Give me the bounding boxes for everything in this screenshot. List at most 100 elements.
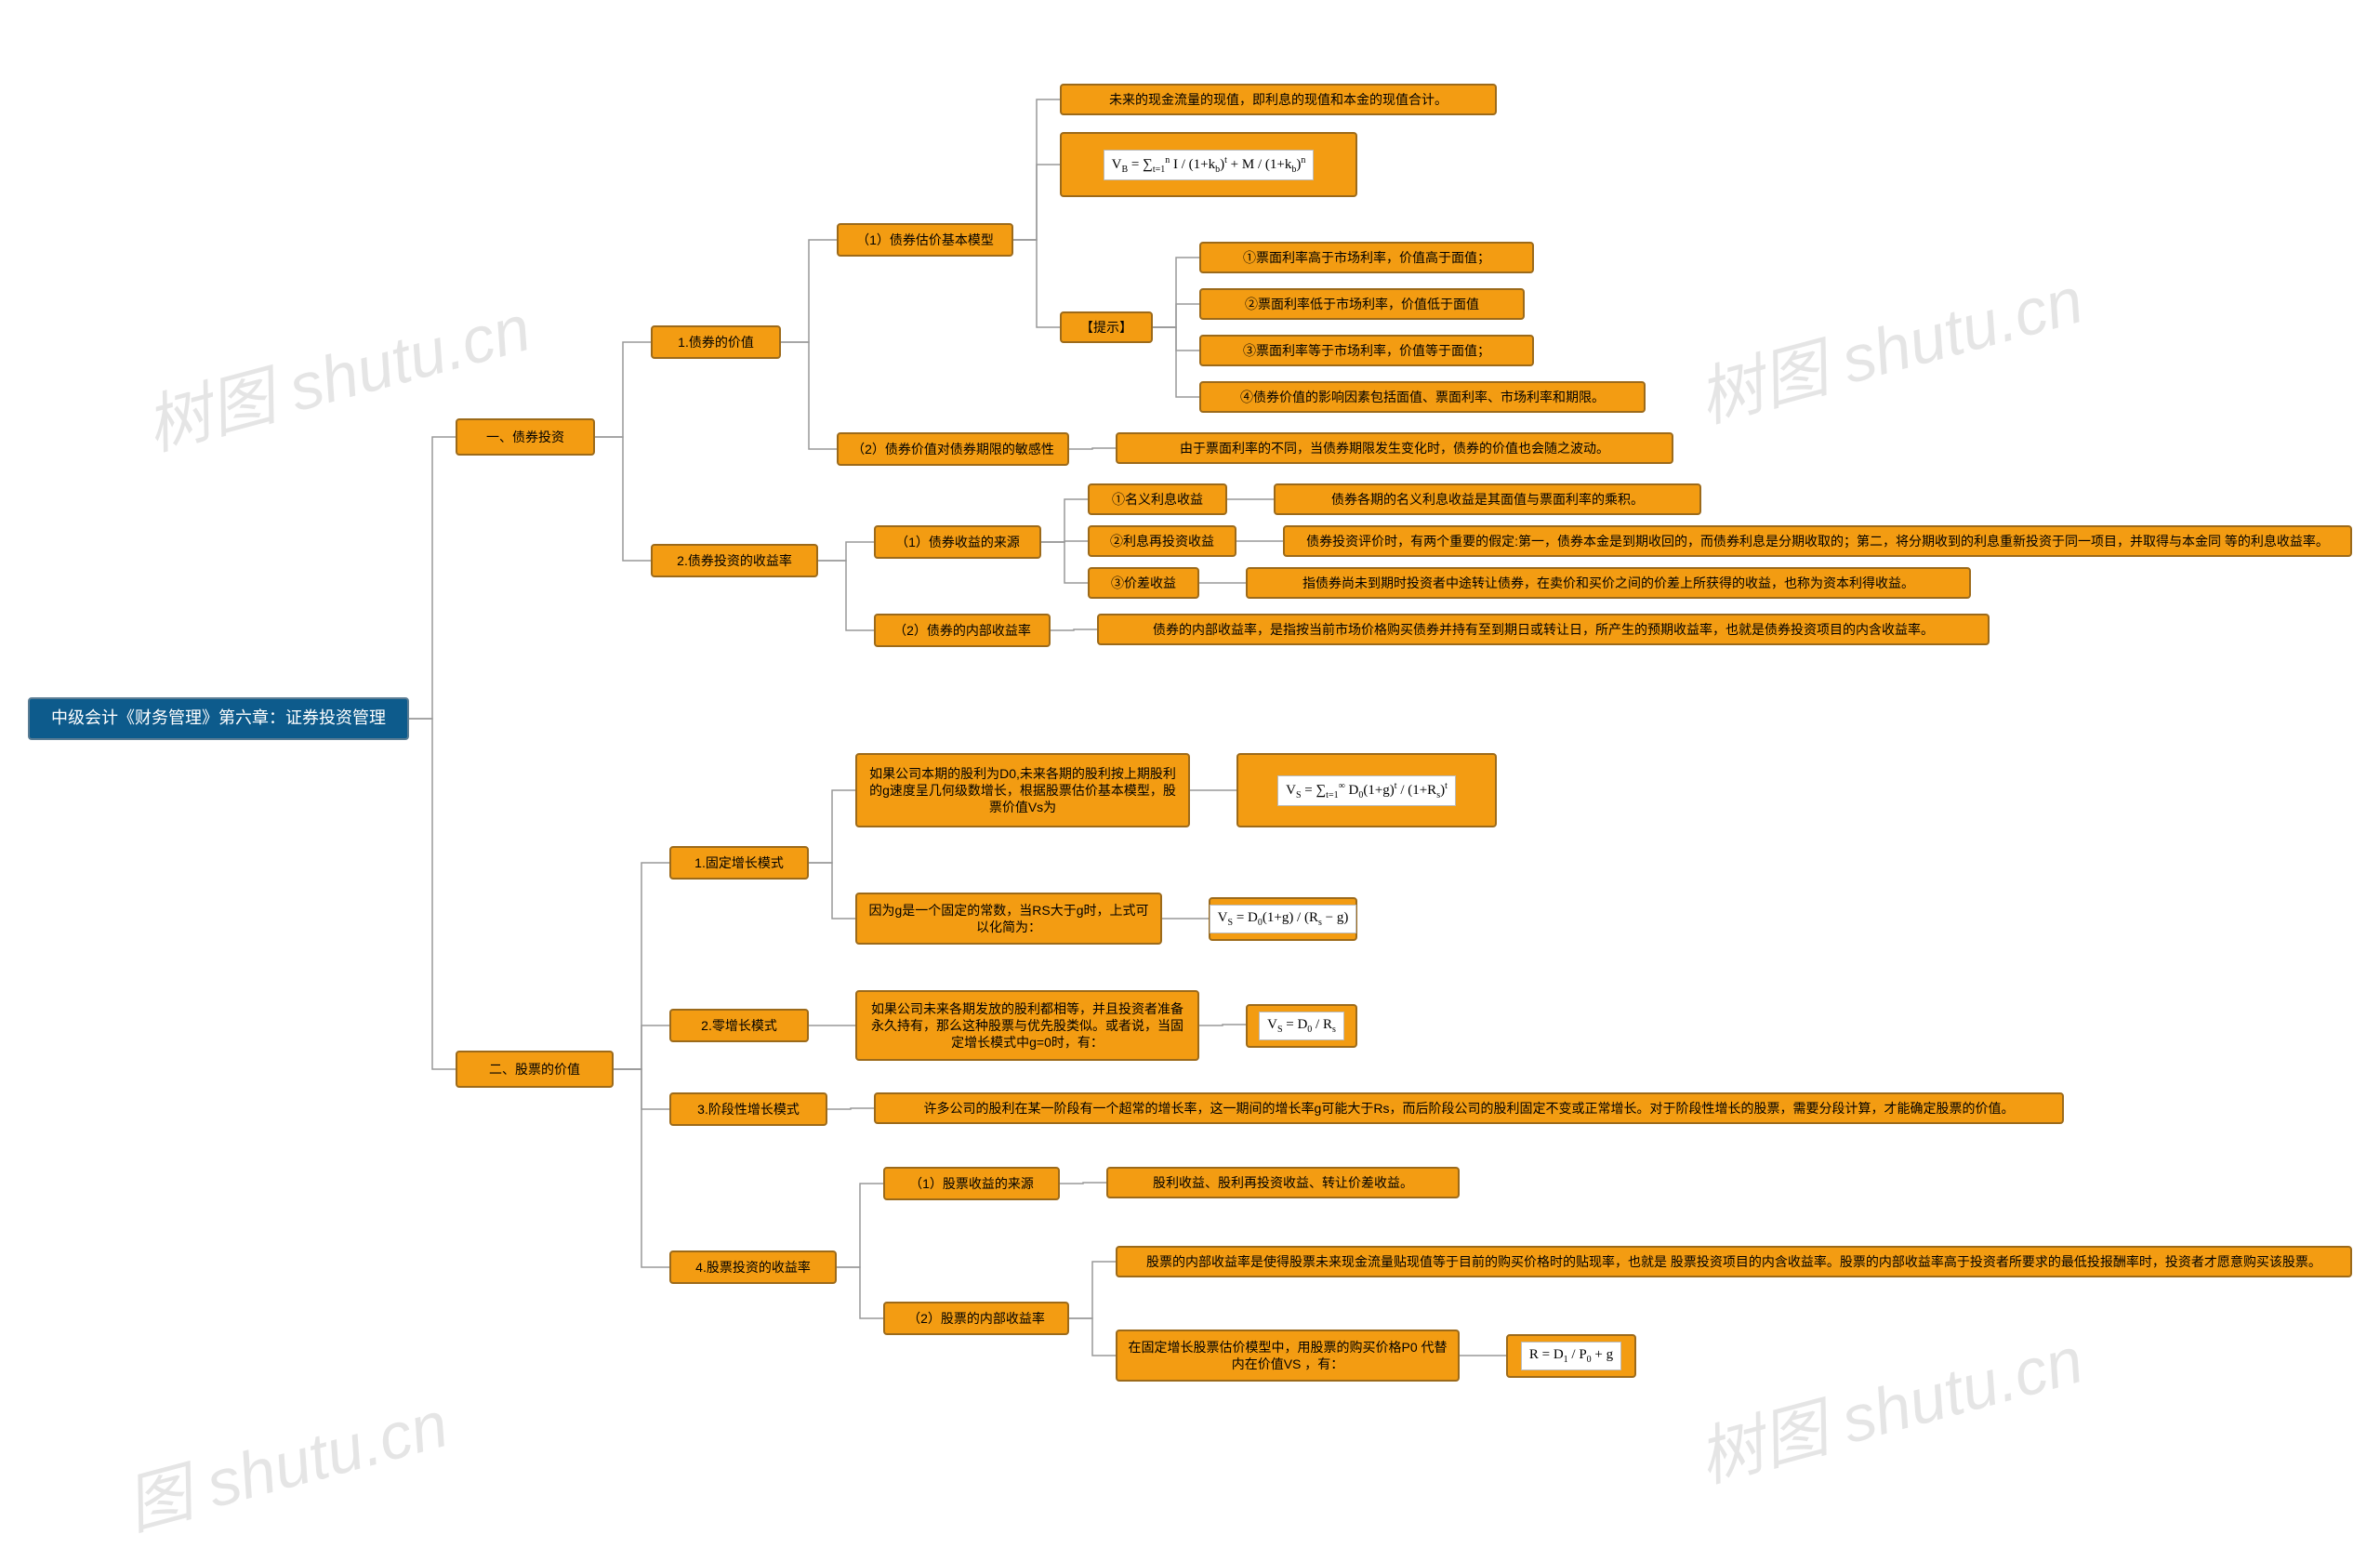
connector (595, 437, 651, 561)
formula-stock_irr: R = D1 / P0 + g (1521, 1342, 1621, 1370)
node-label: 债券各期的名义利息收益是其面值与票面利率的乘积。 (1331, 491, 1644, 508)
node-label: 2.零增长模式 (701, 1017, 777, 1034)
mindmap-node-A1[interactable]: 1.债券的价值 (651, 325, 781, 359)
mindmap-node-A1b1[interactable]: 由于票面利率的不同，当债券期限发生变化时，债券的价值也会随之波动。 (1116, 432, 1673, 464)
mindmap-node-B4b1[interactable]: 股票的内部收益率是使得股票未来现金流量贴现值等于目前的购买价格时的贴现率，也就是… (1116, 1246, 2352, 1277)
node-label: 指债券尚未到期时投资者中途转让债券，在卖价和买价之间的价差上所获得的收益，也称为… (1302, 575, 1914, 591)
watermark: 树图 shutu.cn (1686, 1308, 2092, 1501)
connector (809, 790, 855, 863)
mindmap-node-A2a3t[interactable]: 指债券尚未到期时投资者中途转让债券，在卖价和买价之间的价差上所获得的收益，也称为… (1246, 567, 1971, 599)
mindmap-node-B1af[interactable]: VS = ∑t=1∞ D0(1+g)t / (1+Rs)t (1236, 753, 1497, 827)
mindmap-node-A1a3[interactable]: 【提示】 (1060, 311, 1153, 343)
mindmap-node-A2b1[interactable]: 债券的内部收益率，是指按当前市场价格购买债券并持有至到期日或转让日，所产生的预期… (1097, 614, 1990, 645)
mindmap-node-B2[interactable]: 2.零增长模式 (669, 1009, 809, 1042)
node-label: ④债券价值的影响因素包括面值、票面利率、市场利率和期限。 (1240, 389, 1605, 405)
mindmap-node-A[interactable]: 一、债券投资 (456, 418, 595, 456)
connector (614, 1069, 669, 1109)
connector (781, 240, 837, 342)
connector (1060, 1183, 1106, 1184)
mindmap-node-B1b[interactable]: 因为g是一个固定的常数，当RS大于g时，上式可以化简为： (855, 893, 1162, 945)
mindmap-node-A1b[interactable]: （2）债券价值对债券期限的敏感性 (837, 432, 1069, 466)
connector (614, 1025, 669, 1069)
mindmap-node-A2a3[interactable]: ③价差收益 (1088, 567, 1199, 599)
formula-stock_growth: VS = ∑t=1∞ D0(1+g)t / (1+Rs)t (1277, 775, 1456, 806)
mindmap-node-B4a1[interactable]: 股利收益、股利再投资收益、转让价差收益。 (1106, 1167, 1460, 1198)
node-label: （1）股票收益的来源 (909, 1175, 1034, 1192)
mindmap-node-A1a3d[interactable]: ④债券价值的影响因素包括面值、票面利率、市场利率和期限。 (1199, 381, 1646, 413)
mindmap-node-A1a3b[interactable]: ②票面利率低于市场利率，价值低于面值 (1199, 288, 1525, 320)
connector (827, 1108, 874, 1109)
connector (818, 542, 874, 561)
connector (837, 1184, 883, 1267)
watermark: 树图 shutu.cn (1686, 248, 2092, 441)
node-label: 一、债券投资 (486, 429, 564, 445)
connector (1069, 448, 1116, 449)
mindmap-node-A1a3a[interactable]: ①票面利率高于市场利率，价值高于面值； (1199, 242, 1534, 273)
connector (809, 863, 855, 919)
node-label: 债券投资评价时，有两个重要的假定:第一，债券本金是到期收回的，而债券利息是分期收… (1306, 533, 2329, 549)
mindmap-node-A1a[interactable]: （1）债券估价基本模型 (837, 223, 1013, 257)
node-label: 【提示】 (1080, 319, 1132, 336)
connector (1013, 240, 1060, 327)
connector (1153, 327, 1199, 397)
connector (1069, 1262, 1116, 1318)
mindmap-node-A1a3c[interactable]: ③票面利率等于市场利率，价值等于面值； (1199, 335, 1534, 366)
node-label: 1.固定增长模式 (694, 854, 784, 871)
node-label: 4.股票投资的收益率 (695, 1259, 811, 1276)
mindmap-node-A1a1[interactable]: 未来的现金流量的现值，即利息的现值和本金的现值合计。 (1060, 84, 1497, 115)
node-label: ②票面利率低于市场利率，价值低于面值 (1245, 296, 1479, 312)
mindmap-node-B4[interactable]: 4.股票投资的收益率 (669, 1250, 837, 1284)
mindmap-node-A2a1[interactable]: ①名义利息收益 (1088, 483, 1227, 515)
connector (614, 863, 669, 1069)
mindmap-node-B3[interactable]: 3.阶段性增长模式 (669, 1092, 827, 1126)
connector (614, 1069, 669, 1267)
connector (1051, 629, 1097, 630)
connector (1153, 258, 1199, 327)
mindmap-node-B1[interactable]: 1.固定增长模式 (669, 846, 809, 880)
connector (1013, 165, 1060, 240)
mindmap-node-A2a[interactable]: （1）债券收益的来源 (874, 525, 1041, 559)
node-label: 如果公司本期的股利为D0,未来各期的股利按上期股利的g速度呈几何级数增长，根据股… (866, 765, 1179, 816)
mindmap-node-B4b[interactable]: （2）股票的内部收益率 (883, 1302, 1069, 1335)
formula-stock_simplified: VS = D0(1+g) / (Rs − g) (1210, 905, 1357, 933)
node-label: （2）债券价值对债券期限的敏感性 (852, 441, 1054, 457)
mindmap-node-B4a[interactable]: （1）股票收益的来源 (883, 1167, 1060, 1200)
connector (409, 437, 456, 719)
node-label: 2.债券投资的收益率 (677, 552, 792, 569)
mindmap-node-B2a[interactable]: 如果公司未来各期发放的股利都相等，并且投资者准备永久持有，那么这种股票与优先股类… (855, 990, 1199, 1061)
mindmap-node-A2b[interactable]: （2）债券的内部收益率 (874, 614, 1051, 647)
node-label: 债券的内部收益率，是指按当前市场价格购买债券并持有至到期日或转让日，所产生的预期… (1153, 621, 1934, 638)
node-label: 1.债券的价值 (678, 334, 754, 351)
mindmap-node-A1a2[interactable]: VB = ∑t=1n I / (1+kb)t + M / (1+kb)n (1060, 132, 1357, 197)
mindmap-node-A2a1t[interactable]: 债券各期的名义利息收益是其面值与票面利率的乘积。 (1274, 483, 1701, 515)
mindmap-node-B1bf[interactable]: VS = D0(1+g) / (Rs − g) (1209, 897, 1357, 941)
formula-zero_growth: VS = D0 / Rs (1259, 1012, 1344, 1040)
mindmap-node-A2a2[interactable]: ②利息再投资收益 (1088, 525, 1236, 557)
connector (818, 561, 874, 630)
node-label: 在固定增长股票估价模型中，用股票的购买价格P0 代替内在价值VS ，有： (1127, 1339, 1448, 1372)
mindmap-node-A2a2t[interactable]: 债券投资评价时，有两个重要的假定:第一，债券本金是到期收回的，而债券利息是分期收… (1283, 525, 2352, 557)
connector (595, 342, 651, 437)
node-label: 股利收益、股利再投资收益、转让价差收益。 (1153, 1174, 1413, 1191)
connector (1041, 499, 1088, 542)
node-label: 如果公司未来各期发放的股利都相等，并且投资者准备永久持有，那么这种股票与优先股类… (866, 1000, 1188, 1052)
node-label: （1）债券估价基本模型 (856, 232, 994, 248)
node-label: 未来的现金流量的现值，即利息的现值和本金的现值合计。 (1109, 91, 1448, 108)
connector (1153, 327, 1199, 351)
node-label: 二、股票的价值 (489, 1061, 580, 1078)
node-label: （1）债券收益的来源 (895, 534, 1020, 550)
mindmap-node-B2af[interactable]: VS = D0 / Rs (1246, 1004, 1357, 1048)
node-label: 许多公司的股利在某一阶段有一个超常的增长率，这一期间的增长率g可能大于Rs，而后… (924, 1100, 2015, 1117)
mindmap-node-root[interactable]: 中级会计《财务管理》第六章：证券投资管理 (28, 697, 409, 740)
mindmap-node-B4b2f[interactable]: R = D1 / P0 + g (1506, 1334, 1636, 1378)
mindmap-node-A2[interactable]: 2.债券投资的收益率 (651, 544, 818, 577)
node-label: 因为g是一个固定的常数，当RS大于g时，上式可以化简为： (866, 902, 1151, 935)
watermark: 图 shutu.cn (114, 1372, 456, 1548)
connector (1069, 1318, 1116, 1356)
mindmap-node-B4b2[interactable]: 在固定增长股票估价模型中，用股票的购买价格P0 代替内在价值VS ，有： (1116, 1330, 1460, 1382)
mindmap-node-B3a[interactable]: 许多公司的股利在某一阶段有一个超常的增长率，这一期间的增长率g可能大于Rs，而后… (874, 1092, 2064, 1124)
mindmap-node-B[interactable]: 二、股票的价值 (456, 1051, 614, 1088)
mindmap-node-B1a[interactable]: 如果公司本期的股利为D0,未来各期的股利按上期股利的g速度呈几何级数增长，根据股… (855, 753, 1190, 827)
node-label: ①名义利息收益 (1112, 491, 1203, 508)
node-label: ②利息再投资收益 (1110, 533, 1214, 549)
